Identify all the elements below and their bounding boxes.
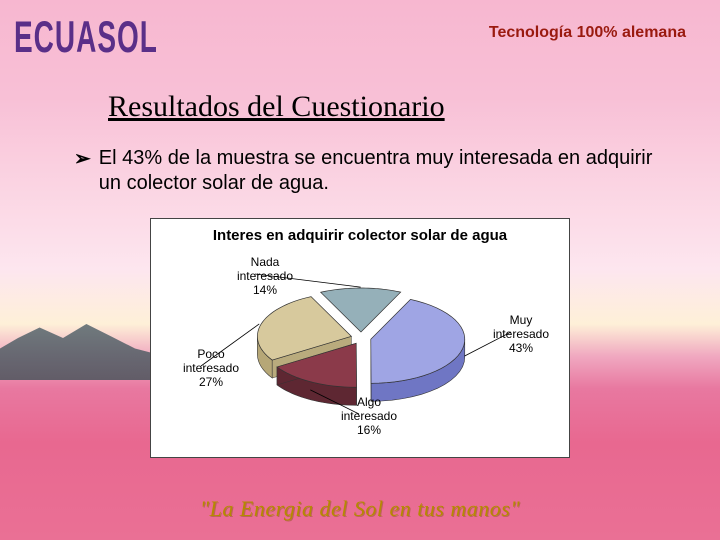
- bullet-text: El 43% de la muestra se encuentra muy in…: [99, 146, 670, 196]
- bullet-marker-icon: ➢: [74, 146, 91, 196]
- tagline: Tecnología 100% alemana: [489, 24, 686, 42]
- brand-logo: ECUASOL: [14, 12, 158, 63]
- pie-slice-label: Algointeresado16%: [329, 396, 409, 437]
- pie-chart: Muyinteresado43% Algointeresado16% Pocoint…: [151, 248, 569, 438]
- chart-title: Interes en adquirir colector solar de ag…: [151, 219, 569, 248]
- page-title: Resultados del Cuestionario: [108, 90, 445, 124]
- slogan: "La Energia del Sol en tus manos": [0, 496, 720, 522]
- pie-slice-label: Pocointeresado27%: [171, 348, 251, 389]
- slide: ECUASOL Tecnología 100% alemana Resultad…: [0, 0, 720, 540]
- bullet-item: ➢ El 43% de la muestra se encuentra muy …: [74, 146, 670, 196]
- chart-card: Interes en adquirir colector solar de ag…: [150, 218, 570, 458]
- pie-slice-label: Muyinteresado43%: [481, 314, 561, 355]
- pie-slice-label: Nadainteresado14%: [225, 256, 305, 297]
